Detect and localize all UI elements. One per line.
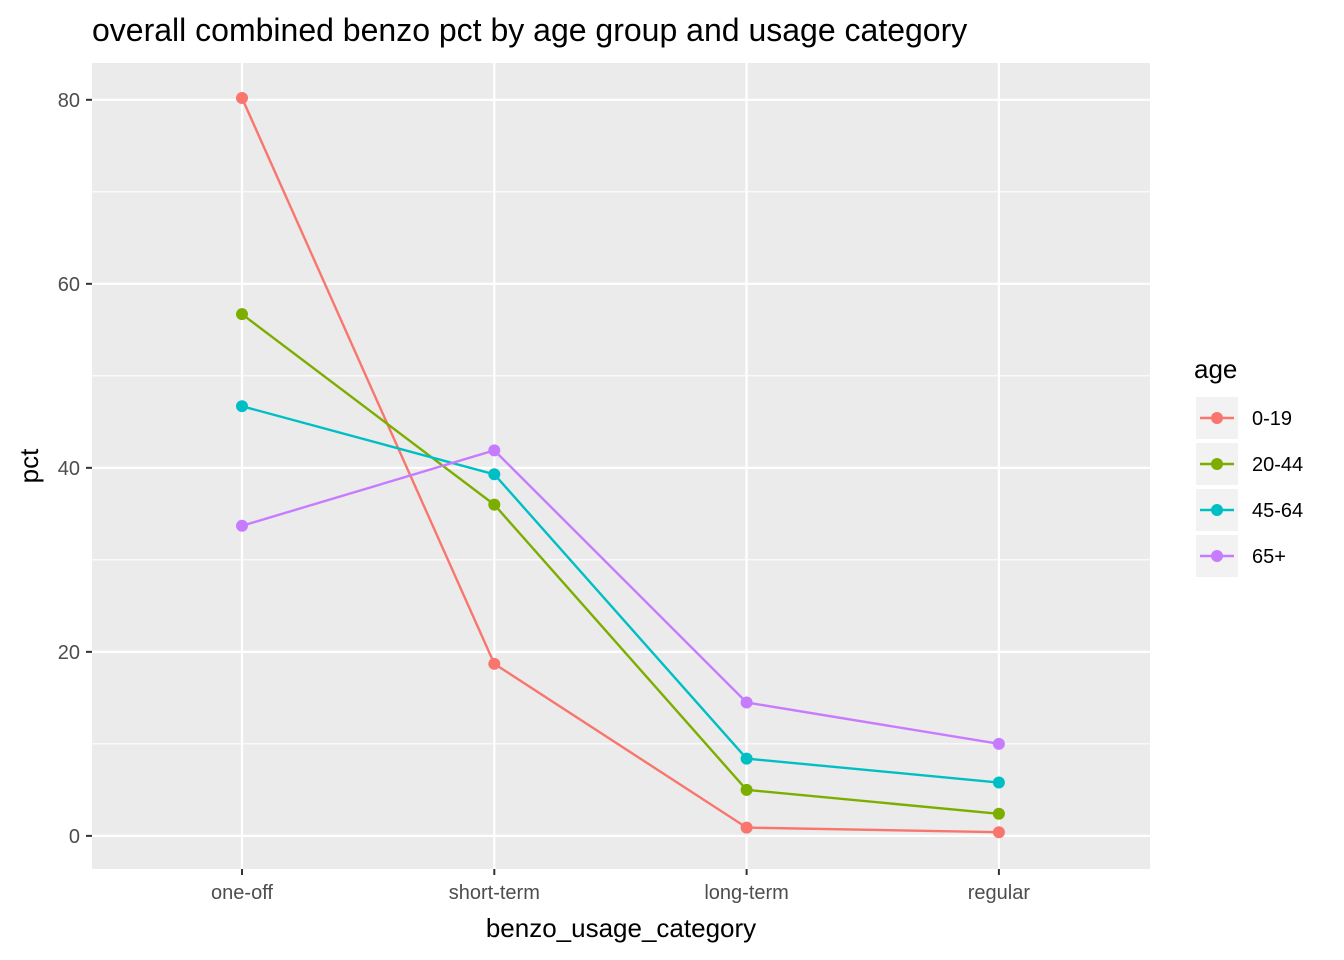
plot-panel [92,63,1150,869]
series-line-20-44 [241,313,1000,815]
series-line-0-19 [240,97,999,834]
legend-label: 45-64 [1252,500,1303,522]
data-point-20-44 [992,807,1005,820]
data-point-65+ [992,737,1005,750]
y-tick-label: 0 [69,826,80,848]
legend-label: 65+ [1252,546,1286,568]
legend-label: 20-44 [1252,454,1303,476]
series-points [236,91,1005,839]
series-line-65+ [241,449,1000,746]
x-axis-title: benzo_usage_category [486,913,756,943]
y-tick-label: 40 [58,458,80,480]
data-point-0-19 [236,91,248,104]
data-point-65+ [740,696,753,709]
data-point-0-19 [488,657,501,670]
legend-key-point [1211,412,1223,424]
legend-key-point [1211,458,1223,470]
series-lines [240,97,1000,834]
data-point-65+ [488,444,501,457]
y-axis: 0 20 40 60 80 [58,90,92,848]
minor-gridlines [92,191,1150,745]
legend-key-point [1211,550,1223,562]
data-point-20-44 [488,498,501,511]
data-point-20-44 [740,783,753,796]
data-point-20-44 [236,308,248,321]
data-point-0-19 [740,821,753,834]
x-axis: one-off short-term long-term regular [211,869,1030,904]
x-tick-label: regular [968,882,1031,904]
data-point-0-19 [992,826,1005,839]
x-tick-label: one-off [211,882,273,904]
legend-title: age [1194,354,1237,384]
y-axis-title: pct [14,448,44,483]
data-point-45-64 [488,468,501,481]
x-tick-label: short-term [449,882,540,904]
legend-items: 0-19 20-44 45-64 65+ [1196,397,1303,577]
data-point-45-64 [236,400,248,413]
y-tick-label: 20 [58,642,80,664]
x-tick-label: long-term [704,882,788,904]
legend-label: 0-19 [1252,408,1292,430]
data-point-45-64 [740,752,753,765]
legend-key-point [1211,504,1223,516]
y-tick-label: 80 [58,90,80,112]
data-point-45-64 [992,776,1005,789]
legend: age 0-19 20-44 45-64 65+ [1194,354,1303,577]
data-point-65+ [236,519,248,532]
chart-title: overall combined benzo pct by age group … [92,12,967,48]
major-gridlines [92,63,1150,869]
y-tick-label: 60 [58,274,80,296]
series-line-45-64 [241,405,1000,784]
